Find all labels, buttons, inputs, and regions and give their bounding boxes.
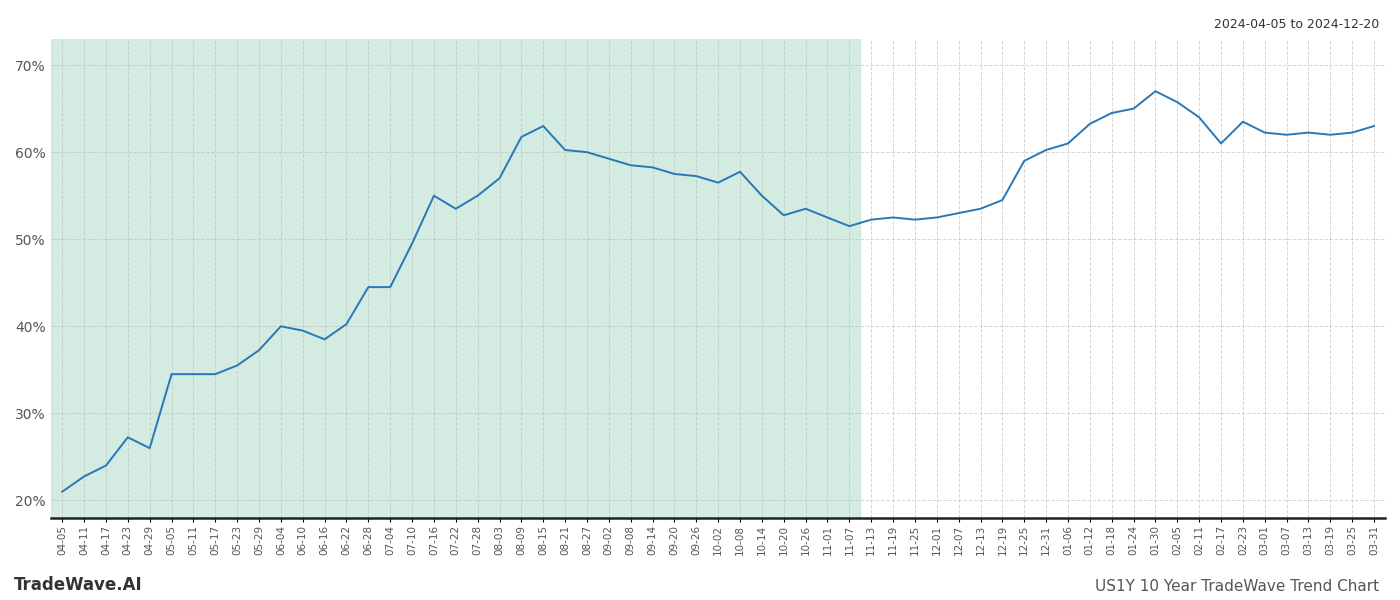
Bar (52, 39, 860, 518)
Text: 2024-04-05 to 2024-12-20: 2024-04-05 to 2024-12-20 (1214, 18, 1379, 31)
Text: TradeWave.AI: TradeWave.AI (14, 576, 143, 594)
Text: US1Y 10 Year TradeWave Trend Chart: US1Y 10 Year TradeWave Trend Chart (1095, 579, 1379, 594)
